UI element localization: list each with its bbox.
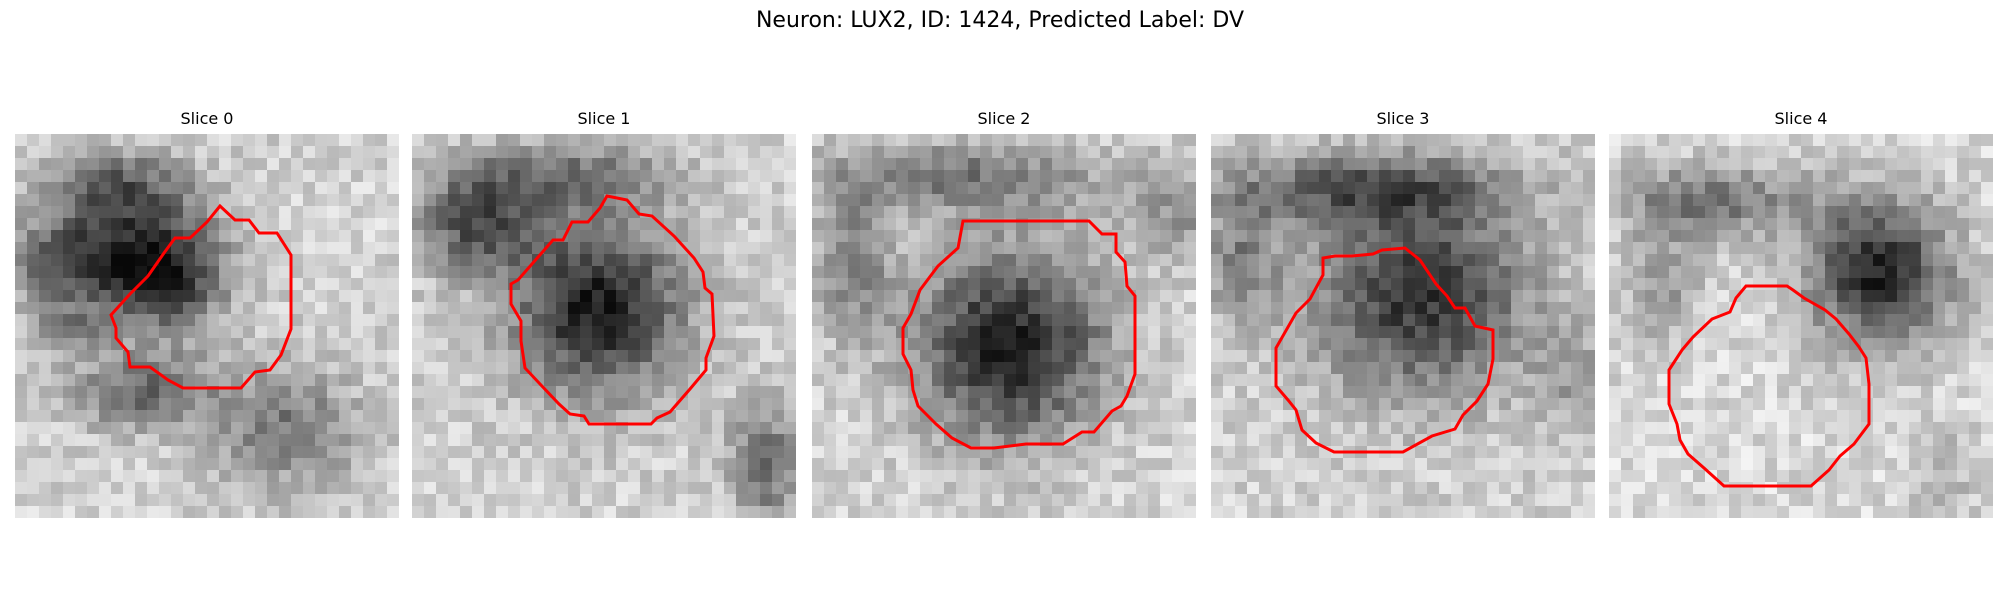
slice-panel-1: Slice 1 [412,108,796,518]
slice-panel-4: Slice 4 [1609,108,1993,518]
roi-contour-1 [509,194,716,426]
slice-image-1 [412,134,796,518]
slice-image-3 [1211,134,1595,518]
slice-title-4: Slice 4 [1774,109,1828,128]
slice-title-0: Slice 0 [180,109,234,128]
slice-panel-0: Slice 0 [15,108,399,518]
microscopy-image-0 [15,134,399,518]
microscopy-image-1 [412,134,796,518]
roi-contour-2 [901,219,1137,450]
slice-image-4 [1609,134,1993,518]
roi-contour-3 [1274,246,1495,454]
roi-contour-0 [109,203,293,390]
slice-image-0 [15,134,399,518]
microscopy-image-3 [1211,134,1595,518]
microscopy-image-2 [812,134,1196,518]
figure-title: Neuron: LUX2, ID: 1424, Predicted Label:… [755,8,1245,33]
slice-image-2 [812,134,1196,518]
slice-title-2: Slice 2 [977,109,1031,128]
slice-panel-3: Slice 3 [1211,108,1595,518]
slice-panel-2: Slice 2 [812,108,1196,518]
slice-title-1: Slice 1 [577,109,631,128]
microscopy-image-4 [1609,134,1993,518]
slice-title-3: Slice 3 [1376,109,1430,128]
roi-contour-4 [1667,284,1871,488]
